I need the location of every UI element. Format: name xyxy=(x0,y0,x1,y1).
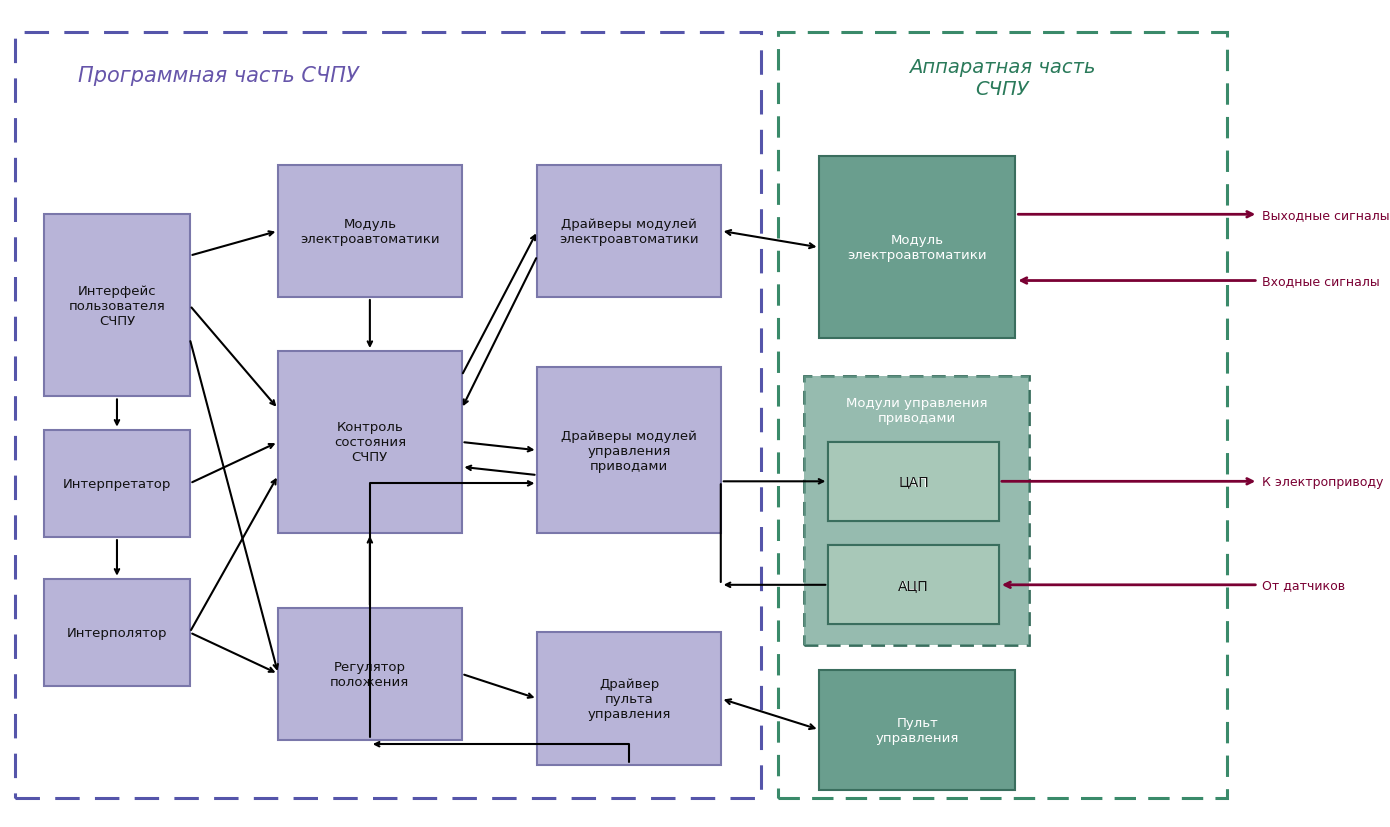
FancyBboxPatch shape xyxy=(44,579,189,686)
Text: Модуль
электроавтоматики: Модуль электроавтоматики xyxy=(848,234,987,262)
FancyBboxPatch shape xyxy=(828,546,999,624)
Text: К электроприводу: К электроприводу xyxy=(1262,476,1383,488)
FancyBboxPatch shape xyxy=(538,633,721,765)
Text: ЦАП: ЦАП xyxy=(899,476,929,488)
FancyBboxPatch shape xyxy=(538,165,721,298)
FancyBboxPatch shape xyxy=(538,368,721,533)
FancyBboxPatch shape xyxy=(828,442,999,521)
Text: От датчиков: От датчиков xyxy=(1262,579,1346,591)
Text: Входные сигналы: Входные сигналы xyxy=(1262,275,1380,288)
Text: Интерпретатор: Интерпретатор xyxy=(63,477,171,490)
FancyBboxPatch shape xyxy=(278,608,461,740)
FancyBboxPatch shape xyxy=(44,215,189,397)
Text: Интерфейс
пользователя
СЧПУ: Интерфейс пользователя СЧПУ xyxy=(68,284,165,327)
FancyBboxPatch shape xyxy=(278,351,461,533)
FancyBboxPatch shape xyxy=(820,670,1016,790)
FancyBboxPatch shape xyxy=(44,430,189,538)
Text: ЦАП: ЦАП xyxy=(898,475,929,489)
Text: АЦП: АЦП xyxy=(898,578,929,592)
Text: Регулятор
положения: Регулятор положения xyxy=(331,660,410,688)
FancyBboxPatch shape xyxy=(820,157,1016,339)
FancyBboxPatch shape xyxy=(828,442,999,521)
Text: Драйвер
пульта
управления: Драйвер пульта управления xyxy=(588,677,671,720)
Text: Программная часть СЧПУ: Программная часть СЧПУ xyxy=(78,66,359,86)
Text: Интерполятор: Интерполятор xyxy=(67,626,167,639)
Text: Модули управления
приводами: Модули управления приводами xyxy=(847,397,987,425)
Text: Пульт
управления: Пульт управления xyxy=(876,716,959,743)
Text: Контроль
состояния
СЧПУ: Контроль состояния СЧПУ xyxy=(334,421,406,464)
Text: Аппаратная часть
СЧПУ: Аппаратная часть СЧПУ xyxy=(909,58,1095,99)
Text: Модуль
электроавтоматики: Модуль электроавтоматики xyxy=(300,218,439,246)
FancyBboxPatch shape xyxy=(278,165,461,298)
Text: Выходные сигналы: Выходные сигналы xyxy=(1262,208,1390,222)
Text: Драйверы модулей
электроавтоматики: Драйверы модулей электроавтоматики xyxy=(559,218,699,246)
FancyBboxPatch shape xyxy=(828,546,999,624)
Text: Драйверы модулей
управления
приводами: Драйверы модулей управления приводами xyxy=(562,429,696,472)
FancyBboxPatch shape xyxy=(805,376,1030,645)
Text: АЦП: АЦП xyxy=(899,579,929,591)
